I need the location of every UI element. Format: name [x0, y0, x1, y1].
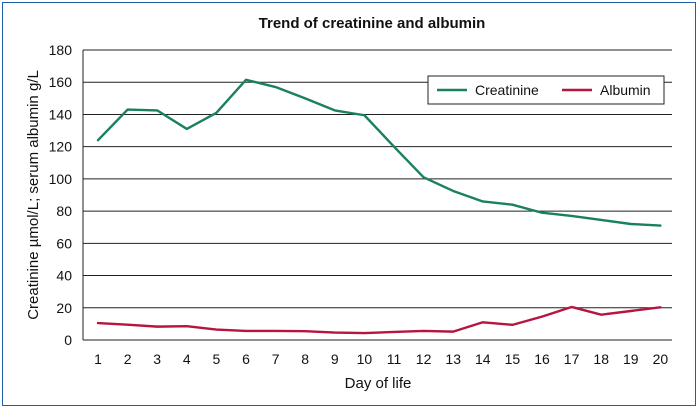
chart-title: Trend of creatinine and albumin: [259, 15, 486, 32]
y-tick-label: 120: [49, 139, 73, 155]
x-tick-label: 15: [505, 351, 521, 367]
x-tick-label: 14: [475, 351, 491, 367]
chart-frame: [2, 2, 696, 406]
x-tick-label: 4: [183, 351, 191, 367]
x-tick-label: 12: [416, 351, 432, 367]
x-tick-label: 17: [564, 351, 580, 367]
legend-box: [427, 75, 665, 105]
legend-label-creatinine: Creatinine: [475, 82, 539, 98]
x-tick-labels: 1 2 3 4 5 6 7 8 9 10 11 12 13 14 15 16 17 18 19 20: [94, 351, 668, 367]
x-tick-label: 11: [387, 351, 402, 367]
y-tick-label: 100: [49, 171, 73, 187]
x-tick-label: 3: [153, 351, 161, 367]
x-tick-label: 20: [653, 351, 669, 367]
series-line-creatinine: [96, 78, 662, 227]
x-tick-label: 19: [623, 351, 639, 367]
y-tick-label: 180: [49, 42, 73, 58]
x-tick-label: 6: [242, 351, 250, 367]
x-tick-label: 8: [301, 351, 309, 367]
y-tick-label: 80: [56, 203, 72, 219]
y-tick-label: 20: [56, 300, 72, 316]
legend: Creatinine Albumin: [427, 75, 665, 105]
x-tick-label: 18: [593, 351, 609, 367]
x-tick-label: 1: [94, 351, 102, 367]
series-lines: [96, 78, 662, 335]
legend-label-albumin: Albumin: [600, 82, 651, 98]
y-tick-label: 40: [56, 268, 72, 284]
x-tick-label: 7: [272, 351, 280, 367]
x-tick-label: 2: [124, 351, 132, 367]
y-tick-label: 140: [49, 106, 73, 122]
x-tick-label: 13: [445, 351, 461, 367]
y-axis-label: Creatinine µmol/L; serum albumin g/L: [25, 70, 42, 320]
axes: [82, 50, 672, 341]
series-line-albumin: [96, 305, 662, 335]
y-tick-label: 0: [64, 332, 72, 348]
y-tick-labels: 0 20 40 60 80 100 120 140 160 180: [49, 42, 73, 348]
x-tick-label: 10: [357, 351, 373, 367]
x-tick-label: 9: [331, 351, 339, 367]
x-tick-label: 16: [534, 351, 550, 367]
x-tick-label: 5: [213, 351, 221, 367]
y-tick-label: 160: [49, 74, 73, 90]
y-tick-label: 60: [56, 235, 72, 251]
x-axis-label: Day of life: [345, 375, 412, 392]
